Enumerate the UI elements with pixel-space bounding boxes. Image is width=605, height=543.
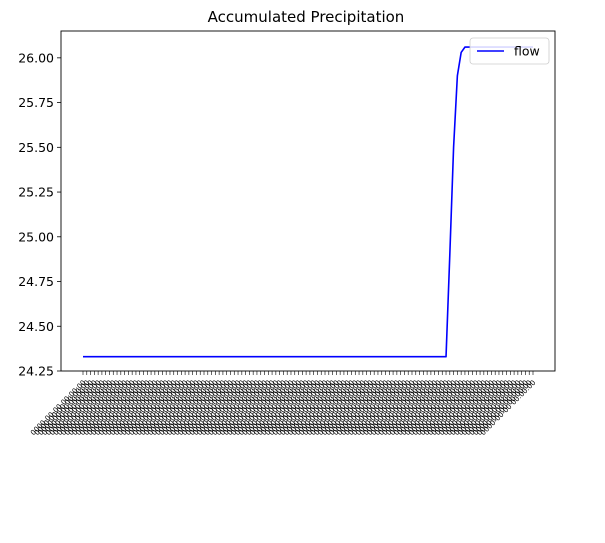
y-tick-label: 24.25 (18, 364, 54, 379)
y-tick-label: 24.75 (18, 274, 54, 289)
legend-label: flow (514, 44, 540, 59)
y-tick-label: 26.00 (18, 50, 54, 65)
plot-area (60, 30, 556, 372)
y-tick-label: 25.75 (18, 95, 54, 110)
y-tick-label: 24.50 (18, 319, 54, 334)
y-tick-label: 25.25 (18, 185, 54, 200)
legend-box (469, 37, 550, 65)
y-tick-label: 25.50 (18, 140, 54, 155)
series-line-flow (83, 46, 533, 358)
chart-title: Accumulated Precipitation (208, 8, 405, 26)
y-tick-label: 25.00 (18, 229, 54, 244)
